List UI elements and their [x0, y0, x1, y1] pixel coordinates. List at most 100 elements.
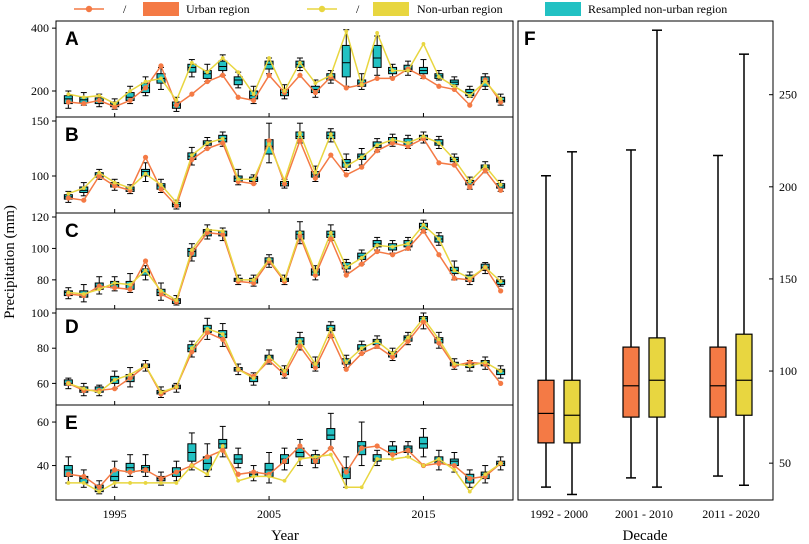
panel-b-nonurban-point-2009 [328, 132, 333, 137]
panel-e-nonurban-point-2002 [220, 444, 225, 448]
panel-e-nonurban-point-2015 [421, 463, 426, 468]
panel-a-urban-point-2008 [312, 89, 318, 96]
x-tick-label-2005: 2005 [257, 507, 281, 521]
panel-e-nonurban-point-2004 [251, 474, 256, 479]
panel-b-urban-point-2011 [359, 164, 365, 170]
panel-f-ytick-label-250: 250 [779, 88, 797, 102]
panel-d-nonurban-point-1997 [143, 363, 148, 368]
panel-e-nonurban-point-2007 [298, 457, 302, 461]
panel-c-urban-point-2001 [204, 230, 210, 236]
panel-a-nonurban-point-2006 [282, 89, 287, 93]
panel-c-urban-point-2011 [359, 261, 365, 267]
panel-a-nonurban-point-2010 [344, 29, 349, 34]
panel-b-urban-point-2014 [405, 143, 411, 149]
panel-c-urban-point-2008 [312, 272, 318, 278]
panel-e-urban-point-2013 [389, 452, 396, 458]
panel-f-category-0: 1992 - 2000 [530, 507, 588, 521]
panel-letter-f: F [524, 29, 536, 50]
panel-b-nonurban-point-2013 [390, 137, 395, 142]
panel-d-nonurban-point-2001 [205, 326, 210, 331]
panel-c-nonurban-point-2018 [467, 276, 472, 281]
panel-c-ytick-label-120: 120 [31, 210, 49, 224]
panel-e-nonurban-point-1995 [112, 481, 117, 485]
panel-c-nonurban-point-2010 [344, 265, 349, 270]
panel-d-nonurban-point-2019 [483, 360, 488, 365]
panel-e-urban-point-2002 [220, 447, 226, 453]
panel-a-nonurban-point-2003 [236, 70, 241, 75]
panel-b-nonurban-point-2007 [298, 131, 302, 136]
panel-letter-c: C [65, 221, 79, 242]
panel-b-ytick-label-100: 100 [31, 169, 49, 183]
panel-d-nonurban-point-2011 [359, 346, 364, 351]
panel-d-nonurban-point-2014 [406, 335, 410, 340]
panel-c-nonurban-point-1996 [128, 282, 133, 287]
panel-c-urban-point-1997 [142, 258, 149, 264]
panel-e-box-2009 [326, 428, 336, 440]
panel-d-urban-point-2009 [328, 333, 334, 339]
panel-d-urban-point-2011 [359, 350, 365, 357]
panel-d-ytick-label-80: 80 [37, 341, 49, 355]
panel-e-nonurban-point-2009 [328, 452, 333, 457]
panel-d-nonurban-point-1993 [81, 386, 86, 391]
panel-b-nonurban-point-1994 [97, 170, 102, 175]
panel-a-nonurban-point-2016 [436, 74, 441, 79]
panel-f-box-nonurban-2 [735, 333, 753, 416]
panel-a-urban-point-2020 [498, 99, 504, 105]
legend-resampled-label: Resampled non-urban region [588, 2, 727, 16]
panel-a-nonurban-point-1994 [97, 93, 102, 98]
panel-e-nonurban-point-1993 [81, 481, 86, 485]
panel-b-nonurban-point-2011 [359, 155, 364, 160]
panel-a-nonurban-point-2001 [205, 70, 210, 75]
panel-e-nonurban-point-1998 [159, 481, 163, 485]
panel-a-urban-point-2018 [467, 102, 473, 108]
panel-d-urban-point-2005 [266, 357, 272, 364]
panel-a-box-2002 [218, 60, 228, 72]
panel-letter-d: D [65, 317, 79, 338]
panel-b-urban-point-2020 [498, 187, 504, 193]
panel-a-urban-point-1998 [158, 63, 164, 69]
panel-c-nonurban-point-1994 [97, 287, 102, 292]
panel-a-urban-point-1997 [142, 85, 149, 91]
panel-a-urban-point-1992 [65, 99, 71, 105]
panel-f-ytick-label-200: 200 [779, 180, 797, 194]
panel-e-nonurban-point-1999 [174, 481, 179, 485]
panel-d-nonurban-point-2002 [220, 332, 225, 337]
panel-e-urban-point-2003 [235, 471, 241, 477]
panel-a-urban-point-1996 [127, 97, 133, 104]
panel-e-nonurban-point-2012 [375, 457, 380, 461]
panel-b-urban-point-2016 [436, 160, 442, 166]
panel-c-urban-point-2016 [436, 252, 442, 258]
panel-a-urban-point-2000 [189, 91, 195, 97]
panel-e-urban-point-1997 [142, 467, 149, 473]
panel-b-urban-point-2018 [467, 184, 473, 190]
panel-e-nonurban-point-2014 [406, 454, 410, 459]
panel-e-urban-point-2016 [436, 460, 442, 466]
panel-e-urban-point-1992 [65, 471, 71, 477]
panel-b-urban-point-2013 [389, 140, 396, 146]
panel-e-urban-point-1995 [112, 467, 118, 473]
panel-c-urban-point-2009 [328, 236, 334, 242]
legend-nonurban-marker [318, 5, 326, 13]
panel-f-category-1: 2001 - 2010 [615, 507, 673, 521]
panel-b-urban-point-2010 [343, 172, 349, 178]
panel-c-nonurban-point-2009 [328, 230, 333, 235]
panel-c-urban-point-2010 [343, 272, 349, 278]
panel-c-nonurban-point-2007 [298, 230, 302, 235]
panel-d-nonurban-point-2004 [251, 376, 256, 381]
legend-resampled-swatch [545, 2, 581, 16]
panel-d-urban-line [68, 320, 502, 395]
x-axis-label-decade: Decade [623, 528, 668, 544]
panel-e-urban-point-2014 [405, 447, 411, 453]
panel-e-urban-point-2001 [204, 454, 210, 460]
panel-c-urban-point-2017 [451, 275, 457, 281]
panel-e-urban-point-1999 [173, 469, 180, 475]
panel-b-urban-point-1992 [65, 195, 71, 201]
panel-a-urban-point-2001 [204, 78, 210, 85]
panel-e-urban-point-2012 [374, 443, 380, 449]
panel-a-nonurban-point-1993 [81, 95, 86, 100]
panel-b-urban-point-1994 [96, 173, 102, 179]
panel-c-nonurban-point-2000 [189, 248, 194, 252]
panel-d-urban-point-2012 [374, 343, 380, 350]
panel-b-urban-point-2004 [251, 181, 257, 187]
panel-e-nonurban-point-2005 [267, 474, 271, 479]
